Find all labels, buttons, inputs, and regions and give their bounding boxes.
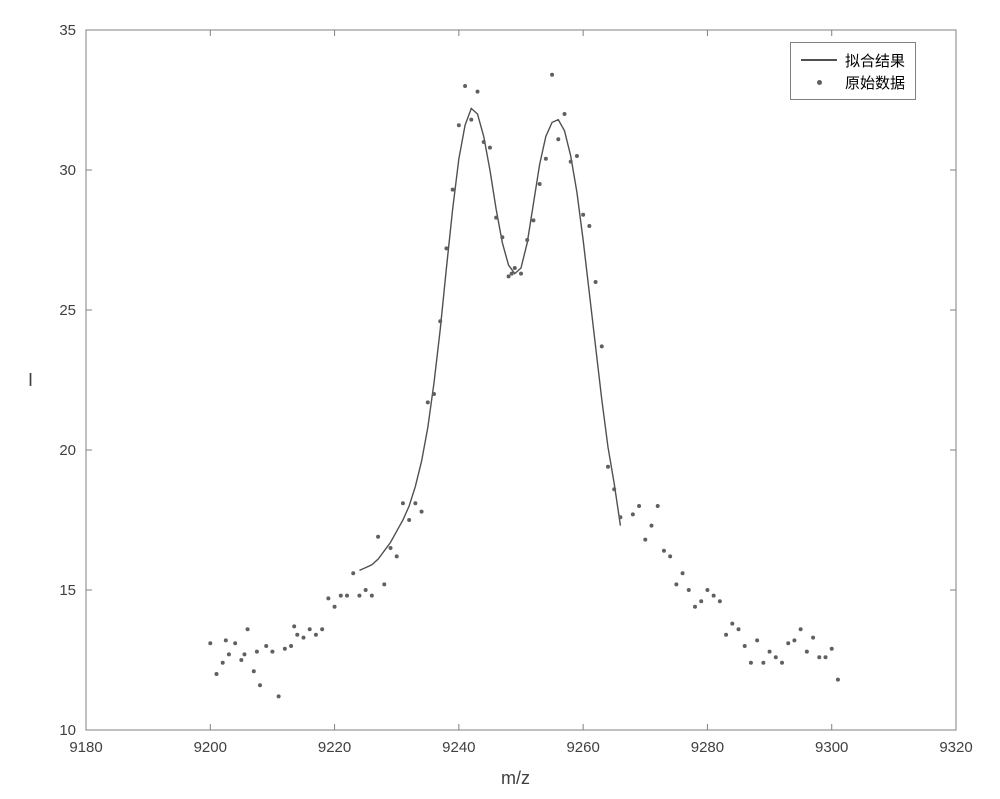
legend-label: 原始数据 (845, 72, 905, 93)
svg-text:20: 20 (59, 442, 76, 459)
svg-text:9300: 9300 (815, 739, 848, 756)
svg-text:9260: 9260 (566, 739, 599, 756)
svg-text:25: 25 (59, 302, 76, 319)
chart-svg: 9180 9200 9220 9240 9260 9280 9300 9320 10 15 20 25… (0, 0, 1000, 794)
legend-label: 拟合结果 (845, 50, 905, 71)
chart-container: 9180 9200 9220 9240 9260 9280 9300 9320 10 15 20 25… (0, 0, 1000, 794)
legend: 拟合结果原始数据 (790, 42, 916, 100)
svg-text:9200: 9200 (194, 739, 227, 756)
legend-item: 原始数据 (801, 71, 905, 93)
svg-text:35: 35 (59, 22, 76, 39)
svg-text:9220: 9220 (318, 739, 351, 756)
svg-text:9320: 9320 (939, 739, 972, 756)
svg-text:30: 30 (59, 162, 76, 179)
y-axis-label: I (28, 370, 33, 391)
svg-text:10: 10 (59, 722, 76, 739)
legend-item: 拟合结果 (801, 49, 905, 71)
svg-text:9180: 9180 (69, 739, 102, 756)
svg-text:9280: 9280 (691, 739, 724, 756)
svg-text:15: 15 (59, 582, 76, 599)
x-axis-label: m/z (501, 768, 530, 789)
legend-line-swatch (801, 59, 837, 61)
legend-dot-swatch (801, 80, 837, 85)
svg-text:9240: 9240 (442, 739, 475, 756)
